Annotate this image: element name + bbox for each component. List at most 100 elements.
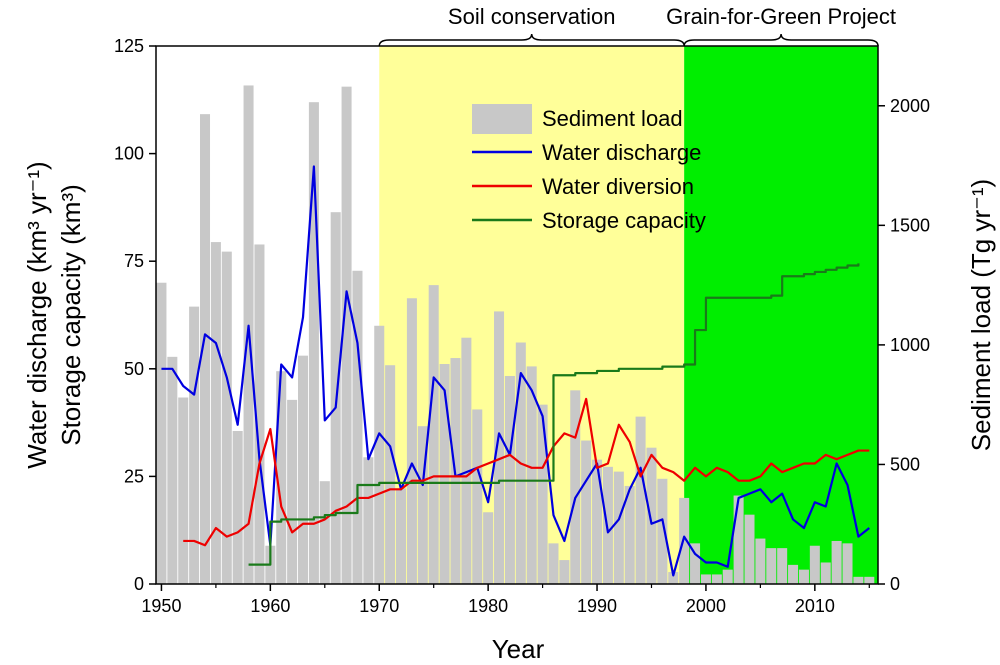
y-right-axis-label: Sediment load (Tg yr⁻¹) [966,179,996,451]
sediment-bar-1962 [287,399,298,584]
sediment-bar-1964 [308,102,319,585]
sediment-bar-1976 [439,364,450,584]
sediment-bar-1988 [570,390,581,584]
legend: Sediment load Water discharge Water divers… [472,104,706,233]
y-left-tick-label-125: 125 [114,36,144,56]
y-left-axis-label-2: Storage capacity (km³) [56,184,86,446]
sediment-bar-2011 [820,562,831,584]
sediment-bar-2006 [766,548,777,584]
x-axis-label: Year [492,634,545,664]
sediment-bar-1984 [526,366,537,584]
water-diversion-line [183,397,870,547]
sediment-bar-1989 [581,440,592,584]
sediment-bar-1985 [537,404,548,584]
sediment-bar-1954 [199,114,211,584]
x-tick-label-2000: 2000 [686,596,726,616]
period-brace-0 [378,33,685,47]
sediment-bar-2003 [733,495,744,584]
sediment-bar-1968 [352,270,363,584]
y-right-tick-label-1500: 1500 [890,215,930,235]
x-tick-label-1960: 1960 [250,596,290,616]
y-left-tick-label-0: 0 [134,574,144,594]
plot-frame [155,45,879,585]
sediment-bar-1997 [668,572,679,584]
y-right-tick-label-2000: 2000 [890,96,930,116]
period-label-0: Soil conservation [448,4,616,29]
sediment-bar-2002 [722,569,733,584]
sediment-bar-1959 [254,244,265,584]
sediment-bar-1969 [363,457,374,584]
sediment-bar-1998 [679,497,690,584]
sediment-bar-1967 [341,86,352,584]
sediment-bar-2000 [700,574,711,584]
y-left-axis-label-1: Water discharge (km³ yr⁻¹) [22,161,52,468]
sediment-bar-2007 [777,548,788,584]
x-tick-label-1970: 1970 [359,596,399,616]
x-tick-label-1980: 1980 [468,596,508,616]
legend-label-storage-capacity: Storage capacity [542,208,706,233]
sediment-bar-2009 [798,569,809,584]
sediment-bar-1953 [189,306,200,584]
sediment-bar-1963 [298,355,309,584]
period-label-1: Grain-for-Green Project [666,4,896,29]
sediment-bar-1975 [428,285,439,584]
sediment-bar-1981 [494,311,505,584]
sediment-bar-1986 [548,543,559,584]
sediment-bar-1971 [385,365,396,584]
y-left-tick-label-25: 25 [124,466,144,486]
sediment-bar-1965 [319,481,330,584]
sediment-bar-2004 [744,514,755,584]
x-tick-label-1990: 1990 [577,596,617,616]
sediment-bar-1994 [635,416,646,584]
series-lines [161,165,870,577]
sediment-bar-1973 [406,298,417,584]
x-tick-label-2010: 2010 [795,596,835,616]
legend-label-water-diversion: Water diversion [542,174,694,199]
sediment-bar-1955 [210,242,221,584]
sediment-bar-2014 [853,576,864,584]
sediment-bar-1952 [178,397,189,584]
legend-swatch-sediment-load [472,104,532,134]
sediment-bar-1950 [156,282,167,584]
legend-label-sediment-load: Sediment load [542,106,683,131]
sediment-bar-1990 [592,459,603,584]
y-right-tick-label-0: 0 [890,574,900,594]
axes: 1950 1960 1970 1980 1990 2000 2010 0 25 50 75 100 12… [114,36,930,616]
sediment-bar-1999 [690,543,701,584]
sediment-bar-1972 [396,488,407,584]
axis-labels: Year Water discharge (km³ yr⁻¹) Storage … [22,161,996,664]
sediment-bar-2010 [809,545,820,584]
sediment-bar-1992 [613,471,624,584]
legend-label-water-discharge: Water discharge [542,140,701,165]
sediment-bar-1979 [472,409,483,584]
sediment-bar-2005 [755,538,766,584]
sediment-bar-1974 [417,426,428,584]
y-right-tick-label-500: 500 [890,454,920,474]
sediment-bar-1951 [167,356,178,584]
y-left-tick-label-75: 75 [124,251,144,271]
sediment-bar-1980 [483,512,494,584]
sediment-bar-2012 [831,540,842,584]
y-right-tick-label-1000: 1000 [890,335,930,355]
sediment-bar-1956 [221,251,232,584]
sediment-bar-2013 [842,543,853,584]
period-brace-1 [683,33,879,47]
y-left-tick-label-100: 100 [114,144,144,164]
period-band-1 [684,46,878,584]
sediment-bar-1987 [559,560,570,584]
sediment-bar-1957 [232,430,243,584]
sediment-bar-2008 [788,564,799,584]
storage-capacity-line [248,263,860,566]
sediment-bar-1970 [374,325,385,584]
sediment-bar-2001 [711,574,722,584]
sediment-bar-1996 [657,478,668,584]
x-tick-label-1950: 1950 [141,596,181,616]
sediment-bar-2015 [864,576,875,584]
sediment-bar-1995 [646,447,657,584]
sediment-bar-1993 [624,485,635,584]
water-discharge-line [161,165,870,577]
sediment-bar-1961 [276,371,287,584]
y-left-tick-label-50: 50 [124,359,144,379]
sediment-bar-1978 [461,337,472,584]
